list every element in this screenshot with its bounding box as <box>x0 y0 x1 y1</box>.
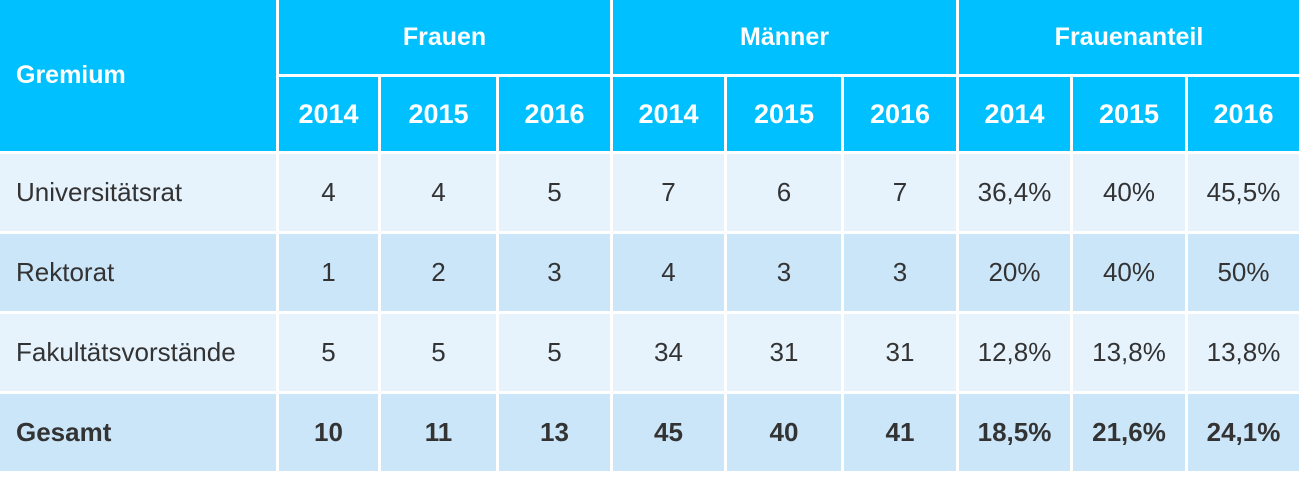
row-label: Fakultätsvorstände <box>0 314 276 391</box>
table-cell: 3 <box>499 234 610 311</box>
table-cell: 11 <box>381 394 496 471</box>
group-header-frauenanteil: Frauenanteil <box>959 0 1299 74</box>
year-header-frauen-2016: 2016 <box>499 77 610 151</box>
year-header-frauenanteil-2016: 2016 <box>1188 77 1299 151</box>
table-cell: 13 <box>499 394 610 471</box>
table-body: Universitätsrat 4 4 5 7 6 7 36,4% 40% 45,5% Rektor… <box>0 154 1299 471</box>
table-cell: 20% <box>959 234 1070 311</box>
group-header-maenner: Männer <box>613 0 956 74</box>
table-cell: 31 <box>844 314 956 391</box>
table-cell: 21,6% <box>1073 394 1185 471</box>
table-cell: 10 <box>279 394 378 471</box>
table-row: Rektorat 1 2 3 4 3 3 20% 40% 50% <box>0 234 1299 311</box>
year-header-maenner-2014: 2014 <box>613 77 724 151</box>
table-cell: 31 <box>727 314 841 391</box>
table-cell: 7 <box>844 154 956 231</box>
row-label: Gesamt <box>0 394 276 471</box>
table-row: Gesamt 10 11 13 45 40 41 18,5% 21,6% 24,1% <box>0 394 1299 471</box>
table-cell: 24,1% <box>1188 394 1299 471</box>
gender-board-table: Gremium Frauen Männer Frauenanteil 2014 2… <box>0 0 1299 471</box>
table-row: Universitätsrat 4 4 5 7 6 7 36,4% 40% 45,5% <box>0 154 1299 231</box>
table-cell: 3 <box>844 234 956 311</box>
table-cell: 40 <box>727 394 841 471</box>
table-cell: 18,5% <box>959 394 1070 471</box>
row-label: Rektorat <box>0 234 276 311</box>
table-cell: 1 <box>279 234 378 311</box>
table-row: Fakultätsvorstände 5 5 5 34 31 31 12,8% 13,8% 13,… <box>0 314 1299 391</box>
row-label: Universitätsrat <box>0 154 276 231</box>
table-cell: 6 <box>727 154 841 231</box>
gremium-header: Gremium <box>0 0 276 151</box>
table-cell: 40% <box>1073 154 1185 231</box>
year-header-maenner-2016: 2016 <box>844 77 956 151</box>
year-header-frauenanteil-2014: 2014 <box>959 77 1070 151</box>
table-cell: 7 <box>613 154 724 231</box>
year-header-frauen-2015: 2015 <box>381 77 496 151</box>
table-cell: 5 <box>499 154 610 231</box>
year-header-maenner-2015: 2015 <box>727 77 841 151</box>
year-header-frauen-2014: 2014 <box>279 77 378 151</box>
table-cell: 40% <box>1073 234 1185 311</box>
table-cell: 13,8% <box>1188 314 1299 391</box>
table-cell: 13,8% <box>1073 314 1185 391</box>
table-cell: 12,8% <box>959 314 1070 391</box>
table-cell: 4 <box>279 154 378 231</box>
table-cell: 5 <box>499 314 610 391</box>
year-header-frauenanteil-2015: 2015 <box>1073 77 1185 151</box>
table-cell: 5 <box>381 314 496 391</box>
group-header-frauen: Frauen <box>279 0 610 74</box>
table-cell: 34 <box>613 314 724 391</box>
table-cell: 41 <box>844 394 956 471</box>
table-cell: 2 <box>381 234 496 311</box>
table-cell: 36,4% <box>959 154 1070 231</box>
year-header-row: 2014 2015 2016 2014 2015 2016 2014 2015 2016 <box>0 77 1299 151</box>
table-cell: 50% <box>1188 234 1299 311</box>
table-cell: 45,5% <box>1188 154 1299 231</box>
table-cell: 4 <box>613 234 724 311</box>
table-cell: 5 <box>279 314 378 391</box>
table-cell: 45 <box>613 394 724 471</box>
table-cell: 4 <box>381 154 496 231</box>
table-cell: 3 <box>727 234 841 311</box>
